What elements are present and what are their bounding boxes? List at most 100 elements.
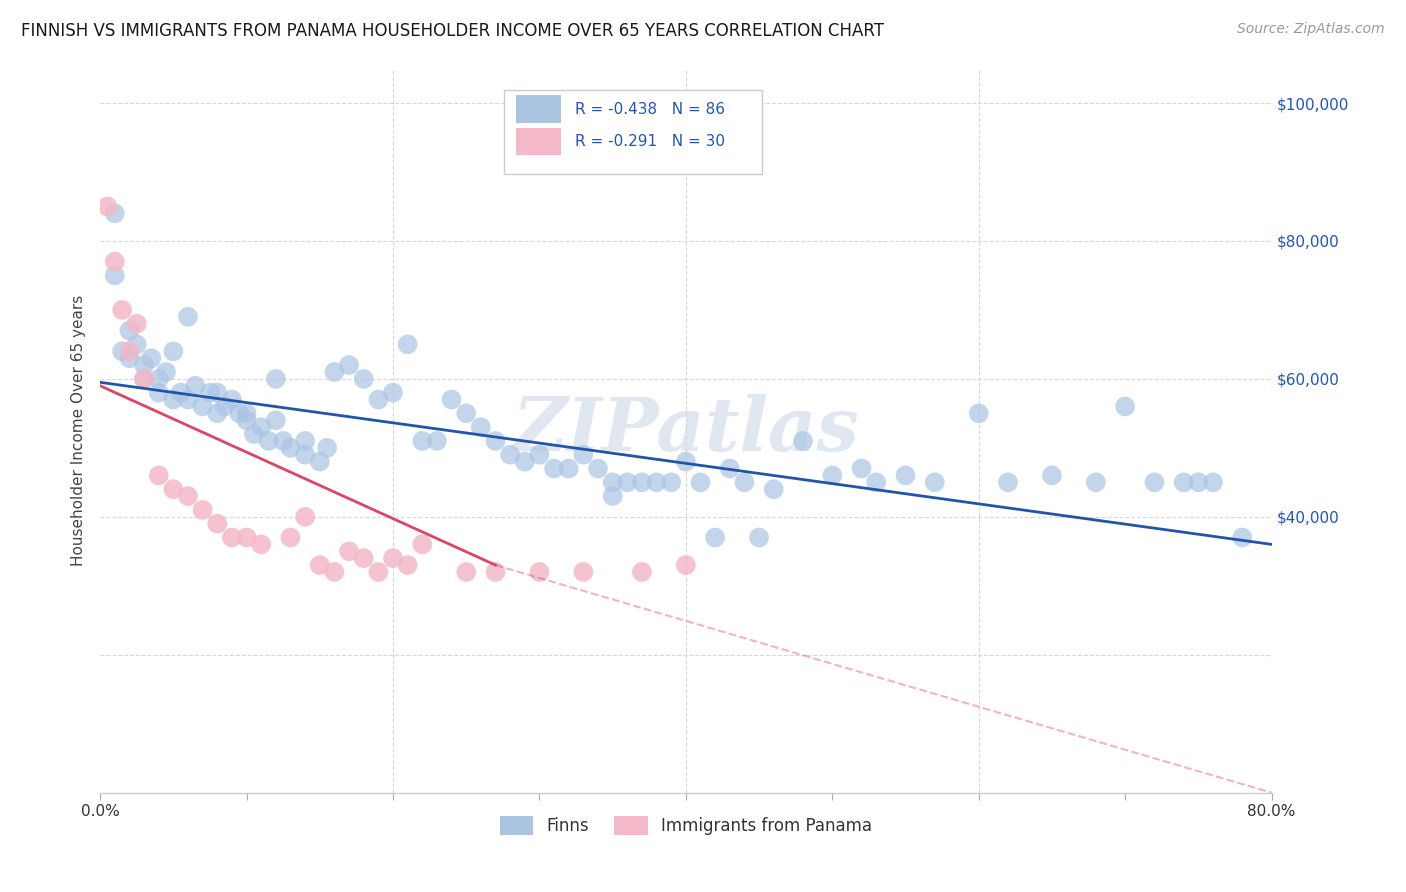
Point (353, 551, 375, 566)
Point (572, 565, 595, 579)
Point (1173, 475, 1195, 490)
Point (967, 406, 990, 420)
Point (865, 475, 887, 490)
Point (132, 372, 155, 386)
Point (104, 206, 127, 220)
Point (1202, 475, 1225, 490)
Point (821, 468, 844, 483)
Point (367, 565, 389, 579)
Point (214, 400, 236, 414)
Point (456, 406, 478, 420)
Point (191, 400, 214, 414)
Point (221, 531, 243, 545)
Point (118, 351, 141, 366)
Point (162, 482, 184, 496)
Point (396, 337, 419, 351)
Point (104, 254, 127, 268)
Point (294, 434, 316, 448)
Text: R = -0.291   N = 30: R = -0.291 N = 30 (575, 134, 724, 149)
Point (631, 565, 654, 579)
Point (499, 448, 522, 462)
Point (250, 420, 273, 434)
Point (529, 565, 551, 579)
Point (602, 489, 624, 503)
Point (132, 358, 155, 372)
Point (235, 406, 257, 420)
Point (733, 475, 755, 490)
Point (456, 565, 478, 579)
Point (645, 475, 668, 490)
Point (308, 455, 330, 469)
Point (148, 372, 170, 386)
Point (118, 344, 141, 359)
Point (337, 544, 360, 558)
Point (118, 324, 141, 338)
Point (235, 413, 257, 427)
Point (997, 475, 1019, 490)
Point (411, 537, 433, 551)
Y-axis label: Householder Income Over 65 years: Householder Income Over 65 years (72, 295, 86, 566)
Point (228, 406, 250, 420)
Point (1040, 468, 1063, 483)
Point (280, 531, 302, 545)
Point (353, 372, 375, 386)
Point (513, 455, 536, 469)
Point (631, 475, 654, 490)
Point (207, 406, 229, 420)
Point (762, 482, 785, 496)
Point (337, 358, 360, 372)
Text: R = -0.438   N = 86: R = -0.438 N = 86 (575, 102, 724, 117)
Point (264, 413, 287, 427)
Point (382, 551, 405, 566)
Point (191, 503, 214, 517)
Point (1187, 475, 1209, 490)
Point (704, 531, 727, 545)
Point (177, 392, 200, 407)
Point (675, 455, 697, 469)
Point (1084, 475, 1107, 490)
Point (148, 468, 170, 483)
Point (440, 392, 463, 407)
Point (748, 531, 770, 545)
Point (264, 372, 287, 386)
Point (323, 365, 346, 379)
Point (484, 434, 506, 448)
Point (104, 268, 127, 283)
Point (96, 199, 118, 213)
Point (382, 385, 405, 400)
Point (280, 441, 302, 455)
Point (924, 475, 946, 490)
Point (557, 461, 579, 475)
Point (396, 558, 419, 572)
Point (141, 351, 163, 366)
Point (271, 434, 294, 448)
Point (111, 302, 134, 317)
Point (250, 537, 273, 551)
Point (169, 385, 191, 400)
Point (1143, 475, 1166, 490)
Point (572, 448, 595, 462)
Point (177, 310, 200, 324)
Point (529, 448, 551, 462)
Point (207, 385, 229, 400)
Point (207, 516, 229, 531)
Point (367, 392, 389, 407)
Point (221, 392, 243, 407)
FancyBboxPatch shape (505, 90, 762, 174)
Point (294, 448, 316, 462)
Text: FINNISH VS IMMIGRANTS FROM PANAMA HOUSEHOLDER INCOME OVER 65 YEARS CORRELATION C: FINNISH VS IMMIGRANTS FROM PANAMA HOUSEH… (21, 22, 884, 40)
Point (316, 441, 339, 455)
Point (894, 468, 917, 483)
Text: ZIPatlas: ZIPatlas (512, 394, 859, 467)
Point (675, 558, 697, 572)
Point (125, 317, 148, 331)
Point (689, 475, 711, 490)
Point (426, 434, 449, 448)
Point (162, 392, 184, 407)
Point (198, 385, 221, 400)
Point (148, 385, 170, 400)
Point (411, 434, 433, 448)
Point (484, 565, 506, 579)
Point (257, 434, 280, 448)
Point (543, 461, 565, 475)
